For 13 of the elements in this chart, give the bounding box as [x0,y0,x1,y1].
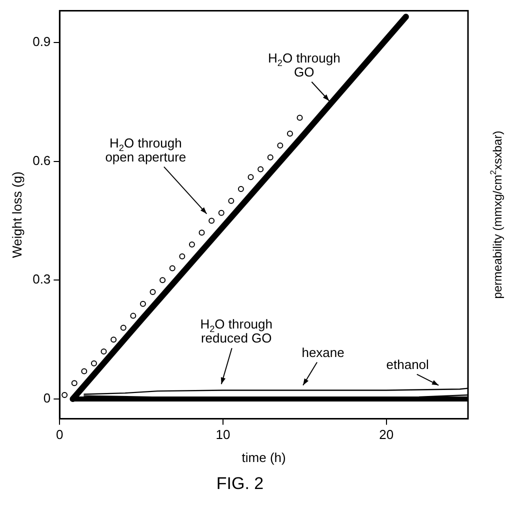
y2-axis-title: permeability (mmxg/cm2xsxbar) [488,130,504,299]
y-tick-label: 0.6 [32,152,51,168]
x-tick-label: 10 [216,427,230,442]
y-tick-label: 0 [43,390,51,406]
annotation: hexane [302,344,344,360]
x-tick-label: 0 [56,427,64,442]
y-axis-title: Weight loss (g) [9,172,24,258]
y-tick-label: 0.3 [32,272,51,287]
caption: FIG. 2 [215,474,265,494]
x-tick-label: 20 [379,427,394,442]
x-axis-title: time (h) [242,450,286,465]
annotation: ethanol [386,356,430,372]
y-tick-label: 0.9 [32,34,51,50]
